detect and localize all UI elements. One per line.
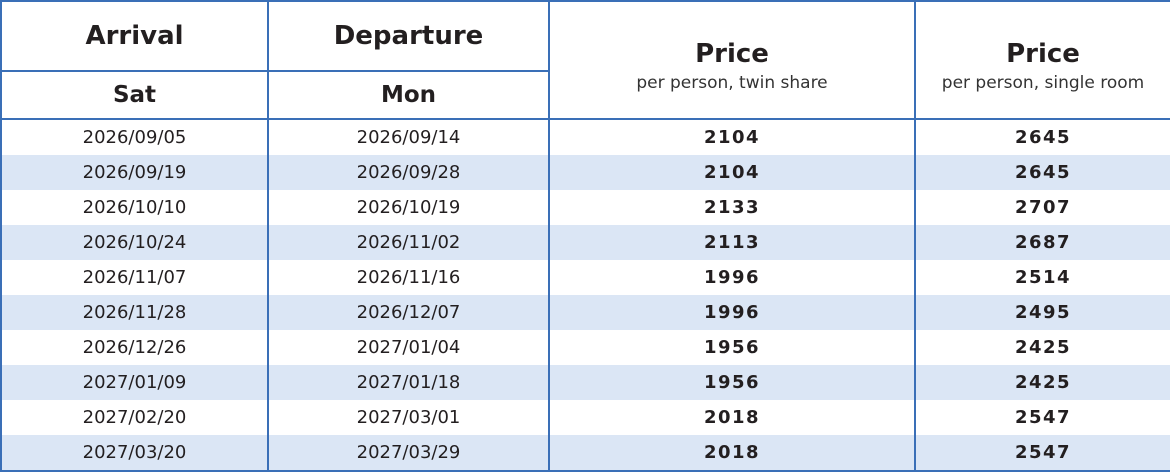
table-row: 2026/11/28 2026/12/07 1996 2495 <box>0 294 1170 330</box>
header-cell: Departure <box>267 0 550 72</box>
price-cell: 2425 <box>914 329 1170 365</box>
date-cell: 2026/09/19 <box>0 155 269 191</box>
price-cell: 2104 <box>548 155 916 191</box>
price-cell: 2133 <box>548 190 916 226</box>
header-cell: Price per person, single room <box>914 0 1170 120</box>
price-cell: 2425 <box>914 364 1170 400</box>
price-cell: 2495 <box>914 294 1170 330</box>
date-cell: 2026/09/28 <box>267 155 550 191</box>
date-cell: 2026/11/28 <box>0 294 269 330</box>
date-cell: 2027/02/20 <box>0 399 269 435</box>
price-cell: 1996 <box>548 260 916 295</box>
price-cell: 2645 <box>914 119 1170 156</box>
table-row: 2027/03/20 2027/03/29 2018 2547 <box>0 434 1170 472</box>
header-cell: Sat <box>0 70 269 120</box>
date-cell: 2027/03/01 <box>267 399 550 435</box>
date-cell: 2027/01/09 <box>0 364 269 400</box>
price-cell: 2104 <box>548 119 916 156</box>
price-cell: 2547 <box>914 399 1170 435</box>
header-cell: Mon <box>267 70 550 120</box>
table-body: 2026/09/05 2026/09/14 2104 2645 2026/09/19 20… <box>0 119 1170 472</box>
date-cell: 2026/11/07 <box>0 260 269 295</box>
date-cell: 2027/01/18 <box>267 364 550 400</box>
table-header: Arrival Departure Price per person, twin… <box>0 0 1170 120</box>
date-cell: 2026/10/19 <box>267 190 550 226</box>
date-cell: 2026/11/16 <box>267 260 550 295</box>
date-cell: 2027/03/29 <box>267 434 550 472</box>
price-cell: 2707 <box>914 190 1170 226</box>
table-row: 2027/02/20 2027/03/01 2018 2547 <box>0 399 1170 435</box>
date-cell: 2026/10/10 <box>0 190 269 226</box>
price-cell: 2687 <box>914 225 1170 260</box>
table-row: 2026/10/10 2026/10/19 2133 2707 <box>0 190 1170 226</box>
header-cell: Arrival <box>0 0 269 72</box>
date-cell: 2027/03/20 <box>0 434 269 472</box>
table-row: 2026/09/19 2026/09/28 2104 2645 <box>0 155 1170 191</box>
table-row: 2026/11/07 2026/11/16 1996 2514 <box>0 260 1170 295</box>
table-row: 2027/01/09 2027/01/18 1956 2425 <box>0 364 1170 400</box>
date-cell: 2026/09/14 <box>267 119 550 156</box>
price-cell: 2113 <box>548 225 916 260</box>
table-row: 2026/12/26 2027/01/04 1956 2425 <box>0 329 1170 365</box>
price-cell: 2645 <box>914 155 1170 191</box>
price-title: Price <box>695 39 769 69</box>
date-cell: 2027/01/04 <box>267 329 550 365</box>
price-note: per person, single room <box>941 73 1145 93</box>
price-cell: 2514 <box>914 260 1170 295</box>
date-cell: 2026/12/07 <box>267 294 550 330</box>
price-cell: 2547 <box>914 434 1170 472</box>
table-row: 2026/10/24 2026/11/02 2113 2687 <box>0 225 1170 260</box>
price-cell: 2018 <box>548 434 916 472</box>
table-row: 2026/09/05 2026/09/14 2104 2645 <box>0 119 1170 156</box>
price-cell: 1956 <box>548 329 916 365</box>
date-cell: 2026/12/26 <box>0 329 269 365</box>
price-cell: 1956 <box>548 364 916 400</box>
date-cell: 2026/11/02 <box>267 225 550 260</box>
price-note: per person, twin share <box>636 73 828 93</box>
price-cell: 1996 <box>548 294 916 330</box>
date-cell: 2026/09/05 <box>0 119 269 156</box>
header-cell: Price per person, twin share <box>548 0 916 120</box>
date-cell: 2026/10/24 <box>0 225 269 260</box>
price-title: Price <box>1006 39 1080 69</box>
price-cell: 2018 <box>548 399 916 435</box>
